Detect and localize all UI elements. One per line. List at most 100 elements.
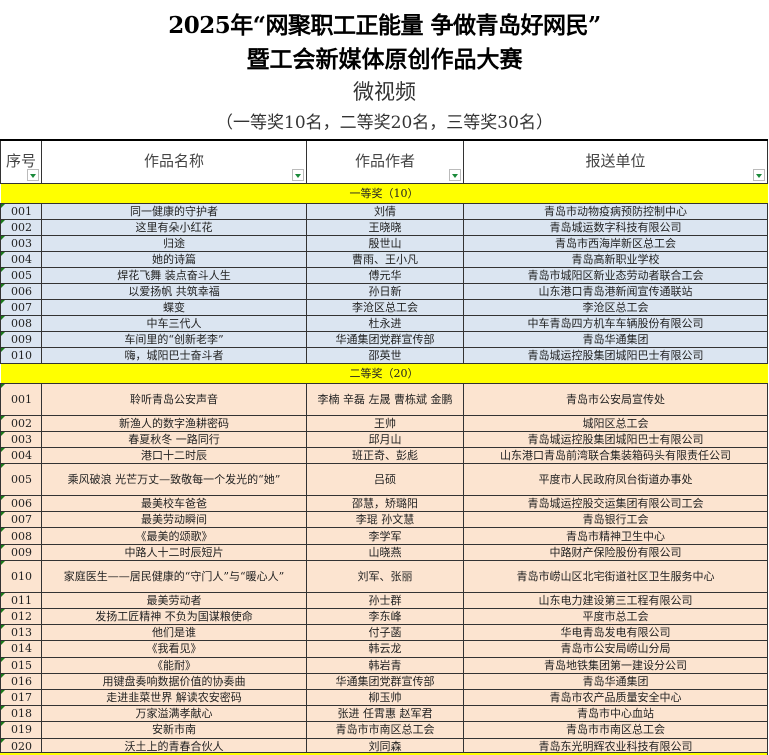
- work-title[interactable]: 万家溢满孝献心: [41, 705, 307, 723]
- row-index[interactable]: 007: [0, 511, 42, 529]
- work-author[interactable]: 吕硕: [306, 463, 464, 497]
- work-author[interactable]: 李琨 孙文慧: [306, 511, 464, 529]
- work-title[interactable]: 《能耐》: [41, 656, 307, 674]
- submitting-unit[interactable]: 青岛市公安局宣传处: [463, 382, 768, 416]
- row-index[interactable]: 020: [0, 737, 42, 755]
- row-index[interactable]: 012: [0, 607, 42, 626]
- submitting-unit[interactable]: 李沧区总工会: [463, 298, 768, 316]
- row-index[interactable]: 016: [0, 672, 42, 690]
- submitting-unit[interactable]: 青岛城运数字科技有限公司: [463, 218, 768, 236]
- work-title[interactable]: 最美校车爸爸: [41, 495, 307, 513]
- work-title[interactable]: 她的诗篇: [41, 250, 307, 268]
- row-index[interactable]: 010: [0, 346, 42, 364]
- row-index[interactable]: 006: [0, 495, 42, 513]
- work-title[interactable]: 春夏秋冬 一路同行: [41, 430, 307, 448]
- submitting-unit[interactable]: 青岛市精神卫生中心: [463, 527, 768, 545]
- row-index[interactable]: 001: [0, 202, 42, 220]
- work-title[interactable]: 最美劳动者: [41, 591, 307, 610]
- work-title[interactable]: 聆听青岛公安声音: [41, 382, 307, 416]
- submitting-unit[interactable]: 青岛华通集团: [463, 672, 768, 690]
- row-index[interactable]: 009: [0, 543, 42, 561]
- work-author[interactable]: 付子菡: [306, 624, 464, 642]
- work-title[interactable]: 沃土上的青春合伙人: [41, 737, 307, 755]
- work-author[interactable]: 李沧区总工会: [306, 298, 464, 316]
- submitting-unit[interactable]: 山东港口青岛港新闻宣传通联站: [463, 282, 768, 300]
- work-title[interactable]: 中路人十二时辰短片: [41, 543, 307, 561]
- submitting-unit[interactable]: 青岛地铁集团第一建设分公司: [463, 656, 768, 674]
- work-title[interactable]: 《最美的颂歌》: [41, 527, 307, 545]
- work-author[interactable]: 邱月山: [306, 430, 464, 448]
- filter-dropdown-icon[interactable]: [292, 168, 304, 181]
- work-title[interactable]: 车间里的“创新老李”: [41, 330, 307, 348]
- work-author[interactable]: 杜永进: [306, 314, 464, 332]
- row-index[interactable]: 013: [0, 624, 42, 642]
- filter-dropdown-icon[interactable]: [753, 168, 765, 181]
- submitting-unit[interactable]: 青岛市城阳区新业态劳动者联合工会: [463, 266, 768, 284]
- work-title[interactable]: 焊花飞舞 装点奋斗人生: [41, 266, 307, 284]
- work-author[interactable]: 韩岩青: [306, 656, 464, 674]
- row-index[interactable]: 002: [0, 218, 42, 236]
- row-index[interactable]: 010: [0, 559, 42, 593]
- submitting-unit[interactable]: 青岛市农产品质量安全中心: [463, 688, 768, 707]
- work-author[interactable]: 李楠 辛磊 左晟 曹栋斌 金鹏: [306, 382, 464, 416]
- row-index[interactable]: 014: [0, 640, 42, 658]
- work-author[interactable]: 曹雨、王小凡: [306, 250, 464, 268]
- work-title[interactable]: 新渔人的数字渔耕密码: [41, 414, 307, 432]
- row-index[interactable]: 011: [0, 591, 42, 610]
- work-title[interactable]: 归途: [41, 234, 307, 252]
- row-index[interactable]: 008: [0, 314, 42, 332]
- submitting-unit[interactable]: 城阳区总工会: [463, 414, 768, 432]
- row-index[interactable]: 004: [0, 446, 42, 465]
- work-title[interactable]: 发扬工匠精神 不负为国谋粮使命: [41, 607, 307, 626]
- submitting-unit[interactable]: 青岛城运控股集团城阳巴士有限公司: [463, 430, 768, 448]
- row-index[interactable]: 005: [0, 463, 42, 497]
- submitting-unit[interactable]: 中车青岛四方机车车辆股份有限公司: [463, 314, 768, 332]
- work-title[interactable]: 《我看见》: [41, 640, 307, 658]
- row-index[interactable]: 002: [0, 414, 42, 432]
- work-author[interactable]: 刘军、张丽: [306, 559, 464, 593]
- submitting-unit[interactable]: 青岛市中心血站: [463, 705, 768, 723]
- work-author[interactable]: 孙日新: [306, 282, 464, 300]
- work-title[interactable]: 蝶变: [41, 298, 307, 316]
- row-index[interactable]: 008: [0, 527, 42, 545]
- submitting-unit[interactable]: 青岛市动物疫病预防控制中心: [463, 202, 768, 220]
- work-title[interactable]: 以爱扬帆 共筑幸福: [41, 282, 307, 300]
- submitting-unit[interactable]: 山东电力建设第三工程有限公司: [463, 591, 768, 610]
- work-author[interactable]: 柳玉帅: [306, 688, 464, 707]
- filter-dropdown-icon[interactable]: [27, 168, 39, 181]
- submitting-unit[interactable]: 青岛城运控股集团城阳巴士有限公司: [463, 346, 768, 364]
- work-author[interactable]: 华通集团党群宣传部: [306, 672, 464, 690]
- row-index[interactable]: 004: [0, 250, 42, 268]
- submitting-unit[interactable]: 青岛市市南区总工会: [463, 721, 768, 739]
- work-title[interactable]: 他们是谁: [41, 624, 307, 642]
- work-author[interactable]: 刘倩: [306, 202, 464, 220]
- work-title[interactable]: 港口十二时辰: [41, 446, 307, 465]
- work-author[interactable]: 张进 任霄惠 赵军君: [306, 705, 464, 723]
- work-author[interactable]: 李学军: [306, 527, 464, 545]
- submitting-unit[interactable]: 青岛东光明辉农业科技有限公司: [463, 737, 768, 755]
- work-title[interactable]: 中车三代人: [41, 314, 307, 332]
- row-index[interactable]: 005: [0, 266, 42, 284]
- work-author[interactable]: 山晓燕: [306, 543, 464, 561]
- row-index[interactable]: 001: [0, 382, 42, 416]
- work-author[interactable]: 孙士群: [306, 591, 464, 610]
- row-index[interactable]: 007: [0, 298, 42, 316]
- work-title[interactable]: 同一健康的守护者: [41, 202, 307, 220]
- work-author[interactable]: 王帅: [306, 414, 464, 432]
- work-title[interactable]: 用键盘奏响数据价值的协奏曲: [41, 672, 307, 690]
- work-author[interactable]: 华通集团党群宣传部: [306, 330, 464, 348]
- submitting-unit[interactable]: 青岛高新职业学校: [463, 250, 768, 268]
- work-author[interactable]: 李东峰: [306, 607, 464, 626]
- work-author[interactable]: 傅元华: [306, 266, 464, 284]
- work-author[interactable]: 韩云龙: [306, 640, 464, 658]
- work-author[interactable]: 邵慧，矫璐阳: [306, 495, 464, 513]
- work-title[interactable]: 这里有朵小红花: [41, 218, 307, 236]
- work-author[interactable]: 邵英世: [306, 346, 464, 364]
- row-index[interactable]: 003: [0, 430, 42, 448]
- work-title[interactable]: 乘风破浪 光芒万丈—致敬每一个发光的“她”: [41, 463, 307, 497]
- row-index[interactable]: 006: [0, 282, 42, 300]
- submitting-unit[interactable]: 青岛华通集团: [463, 330, 768, 348]
- row-index[interactable]: 009: [0, 330, 42, 348]
- work-author[interactable]: 青岛市市南区总工会: [306, 721, 464, 739]
- work-title[interactable]: 最美劳动瞬间: [41, 511, 307, 529]
